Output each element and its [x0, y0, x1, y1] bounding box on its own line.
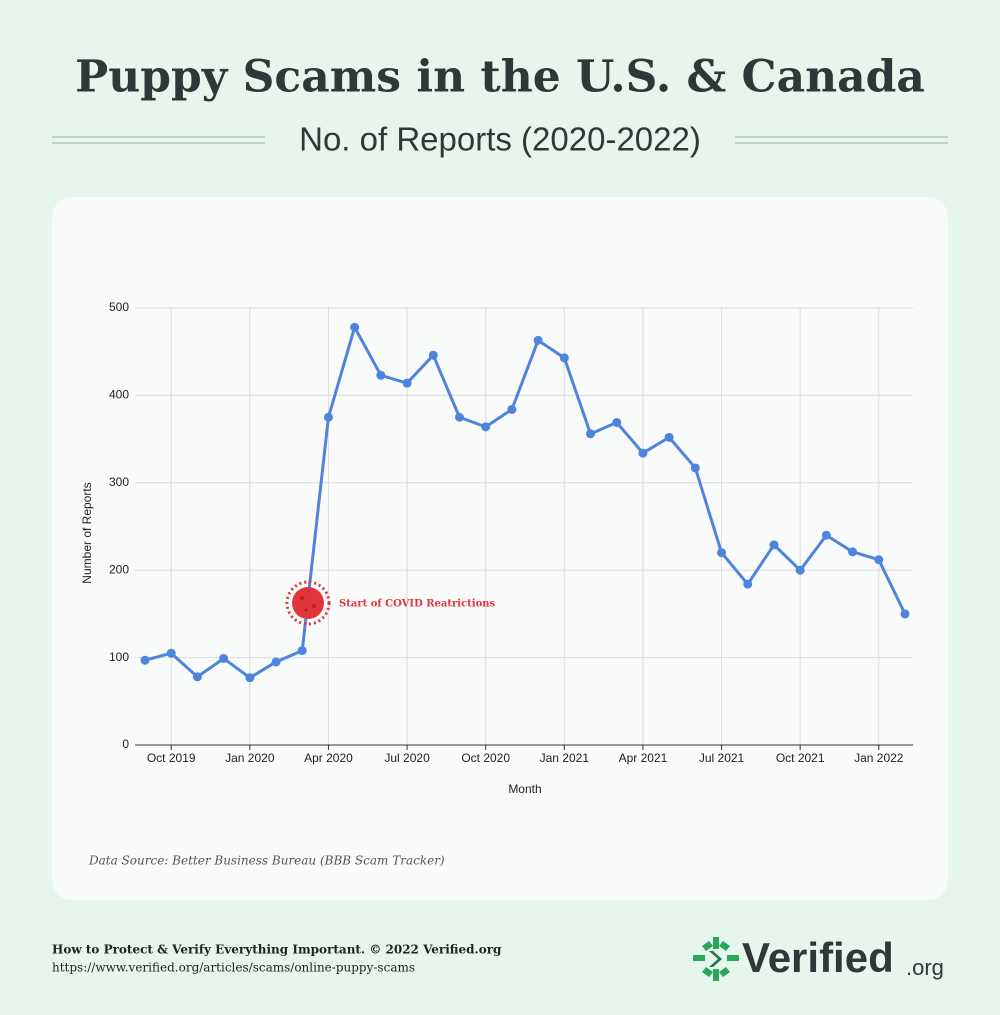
point — [848, 547, 858, 557]
point — [795, 565, 805, 575]
footer-line: How to Protect & Verify Everything Impor… — [52, 943, 502, 957]
y-tick-label: 500 — [109, 300, 129, 314]
title: Puppy Scams in the U.S. & Canada — [75, 52, 925, 103]
x-tick-label: Jan 2021 — [540, 751, 590, 765]
y-tick-label: 100 — [109, 650, 129, 664]
subtitle: No. of Reports (2020-2022) — [299, 121, 701, 158]
logo: Verified — [742, 934, 894, 981]
point — [402, 378, 412, 388]
point — [271, 657, 281, 667]
point — [376, 370, 386, 380]
x-tick-label: Oct 2020 — [461, 751, 510, 765]
y-tick-label: 300 — [109, 475, 129, 489]
point — [612, 417, 622, 427]
point — [428, 350, 438, 360]
point — [664, 432, 674, 442]
line — [144, 325, 907, 680]
point — [192, 672, 202, 682]
point — [821, 530, 831, 540]
point — [350, 322, 360, 332]
x-axis-label: Month — [508, 782, 541, 796]
point — [743, 579, 753, 589]
point — [874, 555, 884, 565]
point — [297, 646, 307, 656]
chart-card — [52, 197, 948, 900]
annotation: Start of COVID Reatrictions — [339, 599, 496, 610]
logo-suffix: .org — [906, 955, 944, 980]
plot: 0 100 200 300 400 500 Oct 2019 Jan 2020 Apr 2020… — [109, 300, 913, 765]
x-tick-label: Jul 2021 — [699, 751, 745, 765]
x-tick-label: Oct 2019 — [147, 751, 196, 765]
point — [245, 673, 255, 683]
y-tick-label: 200 — [109, 562, 129, 576]
point — [481, 422, 491, 432]
y-tick-label: 400 — [109, 388, 129, 402]
subtitle-rules — [52, 136, 948, 144]
point — [507, 404, 517, 414]
covid-icon — [285, 580, 331, 626]
y-tick-label: 0 — [122, 737, 129, 751]
point — [586, 429, 596, 439]
point — [533, 335, 543, 345]
point — [166, 648, 176, 658]
point — [219, 653, 229, 663]
point — [717, 548, 727, 558]
x-tick-label: Jul 2020 — [384, 751, 430, 765]
point — [900, 609, 910, 619]
logo-icon — [693, 937, 739, 981]
source: Data Source: Better Business Bureau (BBB… — [88, 854, 445, 868]
x-tick-label: Apr 2021 — [619, 751, 668, 765]
point — [559, 353, 569, 363]
x-tick-label: Oct 2021 — [776, 751, 825, 765]
footer-url: https://www.verified.org/articles/scams/… — [52, 961, 415, 975]
point — [140, 655, 150, 665]
x-tick-label: Apr 2020 — [304, 751, 353, 765]
point — [638, 448, 648, 458]
y-axis-label: Number of Reports — [80, 482, 94, 583]
point — [690, 463, 700, 473]
point — [769, 540, 779, 550]
x-tick-label: Jan 2022 — [854, 751, 904, 765]
x-tick-label: Jan 2020 — [225, 751, 275, 765]
point — [454, 412, 464, 422]
point — [323, 412, 333, 422]
